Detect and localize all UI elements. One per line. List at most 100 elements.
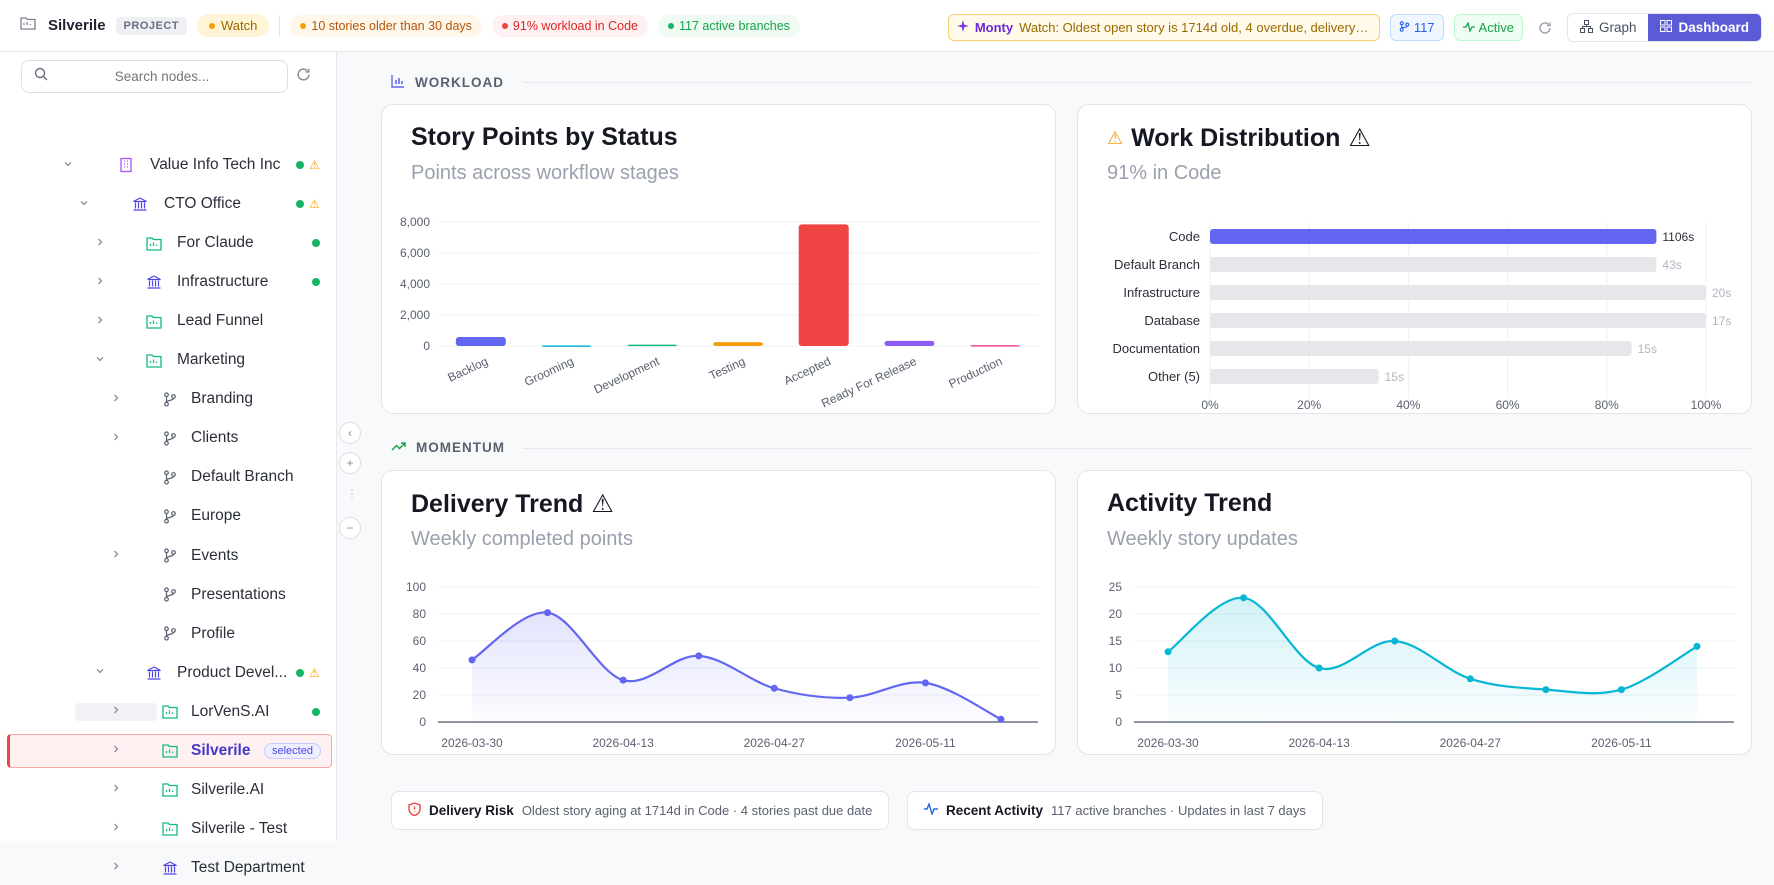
x-tick-label: 0%	[1201, 398, 1219, 412]
x-tick-label: Ready For Release	[819, 354, 919, 411]
tree-node-label: Silverile	[191, 741, 251, 759]
bank-icon	[131, 195, 149, 213]
refresh-icon[interactable]	[1533, 16, 1557, 40]
warning-icon: ⚠	[1107, 127, 1124, 148]
alert-triangle-icon: ⚠	[591, 490, 614, 518]
tree-node[interactable]: Presentations	[0, 578, 337, 612]
tree-node[interactable]: Silverile.AI	[0, 773, 337, 807]
healthy-dot-icon	[296, 161, 304, 169]
tree-node[interactable]: Default Branch	[0, 460, 337, 494]
card-title: Work Distribution	[1131, 123, 1341, 152]
tree-refresh-icon[interactable]	[296, 67, 311, 87]
tree-node[interactable]: CTO Office ⚠	[0, 187, 337, 221]
alert-pill-workload[interactable]: 91% workload in Code	[491, 14, 648, 37]
delivery-risk-pill[interactable]: Delivery Risk Oldest story aging at 1714…	[391, 791, 890, 830]
healthy-dot-icon	[312, 278, 320, 287]
data-point	[1542, 686, 1550, 694]
zoom-in-button[interactable]: +	[339, 452, 361, 474]
healthy-dot-icon	[312, 239, 320, 248]
watch-label: Watch	[221, 18, 258, 33]
chevron-down-icon[interactable]	[93, 354, 107, 367]
alert-text: 10 stories older than 30 days	[311, 18, 472, 33]
chevron-right-icon[interactable]	[109, 822, 123, 835]
x-tick-label: 2026-04-13	[1288, 736, 1350, 750]
search-input[interactable]	[62, 69, 262, 84]
tree-node-label: Test Department	[191, 858, 305, 876]
card-title: Delivery Trend	[411, 489, 584, 518]
y-tick-label: Other (5)	[1148, 369, 1200, 384]
branch-icon	[161, 547, 179, 565]
branch-count-pill[interactable]: 117	[1389, 14, 1444, 41]
area-fill	[1168, 597, 1697, 722]
tree-node[interactable]: Clients	[0, 421, 337, 455]
tree-node[interactable]: Silverile selected	[7, 733, 332, 768]
status-label: Active	[1478, 20, 1514, 35]
bar-5	[1210, 369, 1379, 384]
data-label: 43s	[1662, 258, 1681, 272]
chevron-right-icon[interactable]	[109, 744, 123, 757]
chevron-right-icon[interactable]	[93, 237, 107, 250]
delivery-trend-chart: 0 20 40 60 80 100 2026-03-30 2026-04-13 2026-04-…	[406, 580, 1038, 750]
healthy-dot-icon	[296, 200, 304, 209]
tree-node[interactable]: Infrastructure	[0, 265, 337, 299]
collapse-sidebar-button[interactable]: ‹	[339, 422, 361, 444]
chevron-down-icon[interactable]	[93, 666, 107, 679]
y-tick-label: 0	[1115, 715, 1122, 729]
tree-node[interactable]: Profile	[0, 617, 337, 651]
graph-view-button[interactable]: Graph	[1568, 14, 1649, 41]
building-icon	[117, 156, 135, 174]
chevron-right-icon[interactable]	[93, 276, 107, 289]
project-folder-icon	[20, 16, 36, 35]
tree-node[interactable]: Europe	[0, 499, 337, 533]
monty-insight-banner[interactable]: Monty Watch: Oldest open story is 1714d …	[947, 14, 1380, 41]
data-point	[1164, 648, 1172, 656]
recent-activity-pill[interactable]: Recent Activity 117 active branches · Up…	[907, 791, 1323, 830]
zoom-out-button[interactable]: −	[339, 517, 361, 539]
tree-node[interactable]: Product Devel... ⚠	[0, 656, 337, 690]
chevron-right-icon[interactable]	[109, 705, 123, 718]
tree-node-label: Silverile - Test	[191, 819, 288, 837]
search-box	[21, 60, 288, 93]
top-bar: Silverile PROJECT Watch 10 stories older…	[0, 0, 1774, 52]
dashboard-view-button[interactable]: Dashboard	[1648, 14, 1761, 41]
tree-node[interactable]: Test Department	[0, 851, 337, 885]
active-status-pill[interactable]: Active	[1453, 14, 1523, 41]
data-point	[619, 676, 627, 684]
alert-pill-branches[interactable]: 117 active branches	[657, 14, 800, 37]
bank-icon	[161, 859, 179, 877]
tree-node[interactable]: Branding	[0, 382, 337, 416]
activity-title: Recent Activity	[946, 803, 1044, 818]
chevron-right-icon[interactable]	[109, 393, 123, 406]
tree-node-label: For Claude	[177, 234, 254, 252]
tree-node[interactable]: Lead Funnel	[0, 304, 337, 338]
watch-status-badge[interactable]: Watch	[197, 14, 270, 37]
tree-node[interactable]: LorVenS.AI	[0, 695, 337, 729]
y-tick-label: 0	[419, 715, 426, 729]
tree-node[interactable]: Events	[0, 539, 337, 573]
alert-pill-aging[interactable]: 10 stories older than 30 days	[290, 14, 482, 37]
section-workload: WORKLOAD	[391, 74, 504, 91]
tree-node[interactable]: Value Info Tech Inc ⚠	[0, 148, 337, 182]
tree-node-label: Europe	[191, 507, 241, 525]
monty-message: Watch: Oldest open story is 1714d old, 4…	[1019, 20, 1371, 35]
area-fill	[472, 612, 1001, 722]
tree-node[interactable]: Silverile - Test	[0, 812, 337, 846]
chevron-right-icon[interactable]	[109, 432, 123, 445]
chevron-down-icon[interactable]	[61, 159, 75, 172]
tree-node-label: Default Branch	[191, 468, 294, 486]
tree-node-label: Events	[191, 546, 239, 564]
tree-node-label: Presentations	[191, 585, 286, 603]
project-icon	[161, 820, 179, 838]
chevron-right-icon[interactable]	[93, 315, 107, 328]
chevron-down-icon[interactable]	[77, 198, 91, 211]
drag-handle-icon[interactable]: ⋮	[346, 487, 358, 501]
chevron-right-icon[interactable]	[109, 549, 123, 562]
tree-node[interactable]: Marketing	[0, 343, 337, 377]
tree-node[interactable]: For Claude	[0, 226, 337, 260]
selected-badge: selected	[264, 742, 321, 759]
chevron-right-icon[interactable]	[109, 783, 123, 796]
tree-node-label: Product Devel...	[177, 663, 288, 681]
x-tick-label: 2026-03-30	[441, 736, 503, 750]
data-point	[468, 656, 476, 664]
chevron-right-icon[interactable]	[109, 861, 123, 874]
